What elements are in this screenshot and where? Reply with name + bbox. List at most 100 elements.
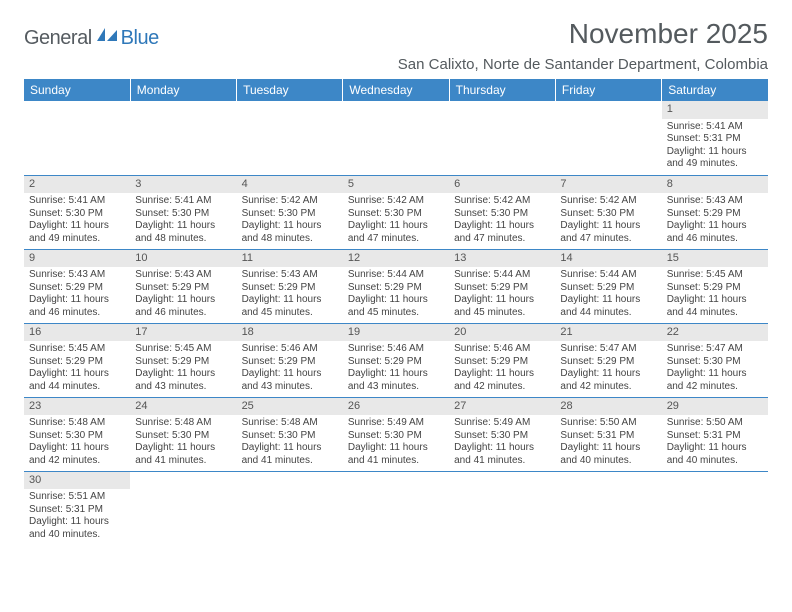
sunset-text: Sunset: 5:29 PM (29, 282, 125, 295)
calendar-day-cell: 10Sunrise: 5:43 AMSunset: 5:29 PMDayligh… (130, 249, 236, 323)
day-number: 4 (237, 176, 343, 194)
calendar-day-cell: 30Sunrise: 5:51 AMSunset: 5:31 PMDayligh… (24, 471, 130, 545)
day-details: Sunrise: 5:42 AMSunset: 5:30 PMDaylight:… (343, 193, 449, 248)
day-number (449, 472, 555, 476)
day-details: Sunrise: 5:49 AMSunset: 5:30 PMDaylight:… (343, 415, 449, 470)
daylight-text: Daylight: 11 hours and 41 minutes. (242, 442, 338, 467)
calendar-day-cell: 8Sunrise: 5:43 AMSunset: 5:29 PMDaylight… (662, 175, 768, 249)
calendar-day-cell: 1Sunrise: 5:41 AMSunset: 5:31 PMDaylight… (662, 101, 768, 175)
daylight-text: Daylight: 11 hours and 41 minutes. (135, 442, 231, 467)
calendar-day-cell (555, 101, 661, 175)
calendar-table: Sunday Monday Tuesday Wednesday Thursday… (24, 79, 768, 545)
day-number: 11 (237, 250, 343, 268)
day-number (662, 472, 768, 476)
sunrise-text: Sunrise: 5:41 AM (29, 195, 125, 208)
sunset-text: Sunset: 5:30 PM (242, 430, 338, 443)
sunset-text: Sunset: 5:31 PM (29, 504, 125, 517)
day-number (237, 472, 343, 476)
daylight-text: Daylight: 11 hours and 46 minutes. (29, 294, 125, 319)
sunrise-text: Sunrise: 5:42 AM (454, 195, 550, 208)
daylight-text: Daylight: 11 hours and 40 minutes. (667, 442, 763, 467)
logo-sail-icon (95, 26, 119, 49)
sunrise-text: Sunrise: 5:48 AM (242, 417, 338, 430)
sunset-text: Sunset: 5:30 PM (29, 208, 125, 221)
calendar-day-cell: 2Sunrise: 5:41 AMSunset: 5:30 PMDaylight… (24, 175, 130, 249)
sunrise-text: Sunrise: 5:42 AM (560, 195, 656, 208)
day-number: 21 (555, 324, 661, 342)
day-number: 14 (555, 250, 661, 268)
calendar-day-cell: 6Sunrise: 5:42 AMSunset: 5:30 PMDaylight… (449, 175, 555, 249)
daylight-text: Daylight: 11 hours and 43 minutes. (135, 368, 231, 393)
daylight-text: Daylight: 11 hours and 45 minutes. (348, 294, 444, 319)
daylight-text: Daylight: 11 hours and 47 minutes. (560, 220, 656, 245)
calendar-week-row: 30Sunrise: 5:51 AMSunset: 5:31 PMDayligh… (24, 471, 768, 545)
calendar-week-row: 16Sunrise: 5:45 AMSunset: 5:29 PMDayligh… (24, 323, 768, 397)
sunrise-text: Sunrise: 5:41 AM (667, 121, 763, 134)
logo: General Blue (24, 26, 159, 51)
page: General Blue November 2025 San Calixto, … (0, 0, 792, 555)
day-number (130, 472, 236, 476)
calendar-day-cell (662, 471, 768, 545)
daylight-text: Daylight: 11 hours and 45 minutes. (454, 294, 550, 319)
sunset-text: Sunset: 5:30 PM (560, 208, 656, 221)
sunset-text: Sunset: 5:29 PM (454, 356, 550, 369)
calendar-day-cell: 16Sunrise: 5:45 AMSunset: 5:29 PMDayligh… (24, 323, 130, 397)
day-number: 1 (662, 101, 768, 119)
sunrise-text: Sunrise: 5:49 AM (454, 417, 550, 430)
day-details: Sunrise: 5:44 AMSunset: 5:29 PMDaylight:… (343, 267, 449, 322)
day-number: 9 (24, 250, 130, 268)
sunrise-text: Sunrise: 5:43 AM (667, 195, 763, 208)
day-number: 13 (449, 250, 555, 268)
title-block: November 2025 San Calixto, Norte de Sant… (398, 18, 768, 73)
day-number (343, 472, 449, 476)
calendar-day-cell (343, 471, 449, 545)
weekday-header: Wednesday (343, 79, 449, 101)
daylight-text: Daylight: 11 hours and 41 minutes. (348, 442, 444, 467)
sunset-text: Sunset: 5:30 PM (242, 208, 338, 221)
sunset-text: Sunset: 5:30 PM (135, 208, 231, 221)
weekday-header: Tuesday (237, 79, 343, 101)
calendar-day-cell (24, 101, 130, 175)
day-number: 20 (449, 324, 555, 342)
calendar-day-cell: 18Sunrise: 5:46 AMSunset: 5:29 PMDayligh… (237, 323, 343, 397)
sunrise-text: Sunrise: 5:42 AM (242, 195, 338, 208)
sunrise-text: Sunrise: 5:43 AM (135, 269, 231, 282)
calendar-week-row: 2Sunrise: 5:41 AMSunset: 5:30 PMDaylight… (24, 175, 768, 249)
calendar-day-cell: 26Sunrise: 5:49 AMSunset: 5:30 PMDayligh… (343, 397, 449, 471)
day-number: 25 (237, 398, 343, 416)
day-number: 24 (130, 398, 236, 416)
daylight-text: Daylight: 11 hours and 49 minutes. (29, 220, 125, 245)
day-number: 5 (343, 176, 449, 194)
daylight-text: Daylight: 11 hours and 44 minutes. (560, 294, 656, 319)
calendar-day-cell: 24Sunrise: 5:48 AMSunset: 5:30 PMDayligh… (130, 397, 236, 471)
day-number: 16 (24, 324, 130, 342)
month-title: November 2025 (398, 18, 768, 50)
calendar-day-cell (449, 471, 555, 545)
day-number: 2 (24, 176, 130, 194)
sunrise-text: Sunrise: 5:46 AM (454, 343, 550, 356)
day-details: Sunrise: 5:43 AMSunset: 5:29 PMDaylight:… (130, 267, 236, 322)
calendar-day-cell: 9Sunrise: 5:43 AMSunset: 5:29 PMDaylight… (24, 249, 130, 323)
day-details: Sunrise: 5:50 AMSunset: 5:31 PMDaylight:… (555, 415, 661, 470)
sunset-text: Sunset: 5:29 PM (135, 282, 231, 295)
day-details: Sunrise: 5:43 AMSunset: 5:29 PMDaylight:… (24, 267, 130, 322)
sunrise-text: Sunrise: 5:45 AM (29, 343, 125, 356)
sunrise-text: Sunrise: 5:48 AM (135, 417, 231, 430)
calendar-day-cell: 4Sunrise: 5:42 AMSunset: 5:30 PMDaylight… (237, 175, 343, 249)
sunrise-text: Sunrise: 5:49 AM (348, 417, 444, 430)
calendar-day-cell: 23Sunrise: 5:48 AMSunset: 5:30 PMDayligh… (24, 397, 130, 471)
sunset-text: Sunset: 5:29 PM (560, 356, 656, 369)
day-number (24, 101, 130, 105)
day-details: Sunrise: 5:50 AMSunset: 5:31 PMDaylight:… (662, 415, 768, 470)
day-details: Sunrise: 5:45 AMSunset: 5:29 PMDaylight:… (24, 341, 130, 396)
weekday-header: Saturday (662, 79, 768, 101)
sunrise-text: Sunrise: 5:45 AM (135, 343, 231, 356)
sunset-text: Sunset: 5:29 PM (348, 282, 444, 295)
calendar-day-cell: 17Sunrise: 5:45 AMSunset: 5:29 PMDayligh… (130, 323, 236, 397)
daylight-text: Daylight: 11 hours and 48 minutes. (135, 220, 231, 245)
day-details: Sunrise: 5:45 AMSunset: 5:29 PMDaylight:… (662, 267, 768, 322)
sunrise-text: Sunrise: 5:46 AM (242, 343, 338, 356)
day-number: 23 (24, 398, 130, 416)
day-details: Sunrise: 5:51 AMSunset: 5:31 PMDaylight:… (24, 489, 130, 544)
day-number: 17 (130, 324, 236, 342)
